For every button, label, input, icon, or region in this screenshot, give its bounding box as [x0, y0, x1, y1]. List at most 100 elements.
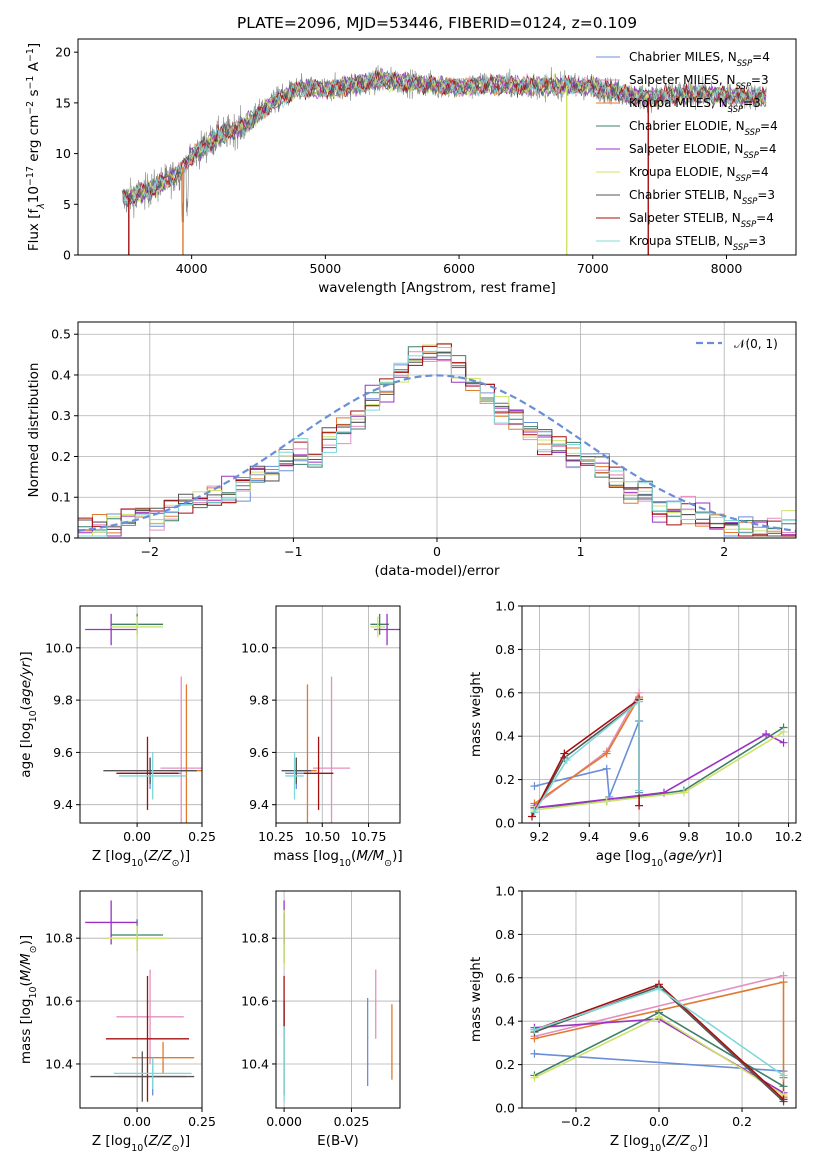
axes-frame	[275, 890, 401, 1109]
legend-label-part: Kroupa ELODIE,	[629, 165, 727, 179]
x-axis-label-part: Z [	[92, 848, 111, 864]
weight-point-marker	[779, 727, 788, 736]
legend-label-part: Chabrier ELODIE,	[629, 119, 736, 133]
age-vs-mass-panel: 10.25 10.50 10.75 9.4 9.6 9.8 10.0 mass [log10(…	[241, 605, 403, 869]
y-tick-label: 0.5	[51, 327, 71, 342]
x-axis-label-part: )	[712, 848, 717, 864]
x-axis-label-part: ⊙	[690, 1143, 698, 1154]
y-tick-label: 1.0	[495, 884, 515, 899]
x-axis-label-part: Z [	[610, 1133, 629, 1149]
spectrum-plot-area	[121, 65, 767, 255]
age-vs-z-panel: 0.00 0.259.49.69.810.0Z [log10(Z/Z⊙)]age …	[18, 605, 216, 869]
x-axis-label-part: Z/Z	[148, 848, 173, 864]
y-tick-label: 0.8	[495, 927, 515, 942]
x-axis-label-part: Z [	[92, 1133, 111, 1149]
weight-series-line	[533, 700, 640, 813]
y-axis-label-part: )	[18, 657, 34, 662]
weight-point-marker	[602, 749, 611, 758]
legend-label: Chabrier MILES, NSSP=4	[629, 50, 770, 68]
weight-vs-z-plot-area	[530, 971, 788, 1106]
x-tick-label: 6000	[443, 261, 475, 276]
y-axis-label: age [log10(age/yr)]	[18, 651, 39, 777]
y-tick-label: 10.0	[45, 640, 73, 655]
x-tick-label: 10.25	[258, 829, 294, 844]
y-axis-label-part: age [	[18, 743, 34, 778]
x-axis-label: Z [log10(Z/Z⊙)]	[92, 1133, 190, 1154]
age-vs-z-plot-area	[85, 613, 202, 823]
y-tick-label: 10.8	[45, 931, 73, 946]
weight-series-line	[534, 726, 784, 809]
y-tick-label: 10.6	[45, 994, 73, 1009]
legend-label-part: Chabrier MILES,	[629, 50, 728, 64]
x-tick-label: 5000	[309, 261, 341, 276]
y-axis-label-part: mass [	[18, 1019, 34, 1064]
y-tick-label: 0.4	[495, 729, 515, 744]
legend-label: Kroupa ELODIE, NSSP=4	[629, 165, 769, 183]
chart-title-part: PLATE=2096, MJD=53446, FIBERID=0124, z=0…	[237, 14, 637, 32]
weight-point-marker	[602, 797, 611, 806]
weight-point-marker	[779, 1071, 788, 1080]
x-tick-label: 10.75	[351, 829, 387, 844]
y-tick-label: 10.0	[241, 640, 269, 655]
y-axis-label-part: −1	[25, 48, 36, 62]
legend-label-part: Salpeter ELODIE,	[629, 142, 734, 156]
x-axis-label-part: 10	[651, 858, 663, 869]
y-tick-label: 0.6	[495, 685, 515, 700]
y-axis-label-part: mass weight	[468, 672, 484, 757]
x-tick-label: −0.2	[561, 1114, 591, 1129]
y-axis-label-part: −1	[25, 76, 36, 90]
weight-point-marker	[635, 801, 644, 810]
y-tick-label: 0.4	[495, 1014, 515, 1029]
legend-label-part: Chabrier STELIB,	[629, 188, 733, 202]
x-axis-label: E(B-V)	[317, 1133, 359, 1149]
legend-label-part: =3	[743, 96, 761, 110]
x-tick-label: 9.8	[679, 829, 699, 844]
y-axis-label-part: (	[18, 981, 34, 986]
y-axis-label-part: age/yr	[18, 660, 34, 705]
x-axis-label-part: (	[661, 1133, 666, 1149]
weight-point-marker	[779, 978, 788, 987]
weight-point-marker	[779, 738, 788, 747]
y-axis-label-part: log	[18, 998, 34, 1019]
legend-label-part: =3	[751, 73, 769, 87]
y-axis-label-part: −17	[25, 166, 36, 186]
x-axis-label-part: wavelength [Angstrom, rest frame]	[318, 280, 556, 296]
legend-label-part: N	[719, 96, 728, 110]
y-axis-label: Normed distribution	[26, 363, 42, 498]
x-axis-label-part: ⊙	[172, 1143, 180, 1154]
legend-label-part: SSP	[737, 58, 753, 68]
y-tick-label: 0.1	[51, 490, 71, 505]
y-axis-label-part: ]	[18, 935, 34, 940]
x-tick-label: 0.000	[266, 1114, 302, 1129]
weight-point-marker	[762, 730, 771, 739]
axes-frame	[521, 890, 797, 1109]
legend-label-part: SSP	[733, 242, 749, 252]
x-axis-label-part: Z/Z	[148, 1133, 173, 1149]
x-tick-label: 0.2	[732, 1114, 752, 1129]
model-spectrum-line	[123, 70, 767, 206]
x-axis-label-part: ]	[703, 1133, 708, 1149]
axes-frame	[77, 38, 797, 256]
legend-label-part: Kroupa STELIB,	[629, 234, 724, 248]
x-tick-label: 0.00	[123, 829, 151, 844]
weight-point-marker	[530, 782, 539, 791]
model-spectrum-line	[123, 70, 767, 205]
y-tick-label: 10	[55, 146, 71, 161]
weight-point-marker	[530, 1073, 539, 1082]
mass-vs-ebv-panel: 0.000 0.025 10.4 10.6 10.8 E(B-V)	[241, 890, 401, 1149]
residual-histogram-line	[78, 343, 796, 537]
x-axis-label-part: ]	[185, 848, 190, 864]
axes-frame	[79, 605, 203, 824]
weight-point-marker	[530, 1049, 539, 1058]
spectrum-panel: PLATE=2096, MJD=53446, FIBERID=0124, z=0…	[25, 14, 797, 296]
y-tick-label: 0.2	[51, 449, 71, 464]
weight-series-line	[534, 733, 784, 809]
legend-label-part: =4	[751, 165, 769, 179]
y-tick-label: 0.3	[51, 408, 71, 423]
mass-vs-ebv-plot-area	[283, 900, 393, 1102]
y-axis-label: mass [log10(M/M⊙)]	[18, 935, 39, 1064]
x-axis-label-part: mass [	[273, 848, 318, 864]
weight-series-line	[534, 731, 784, 811]
age-vs-mass-plot-area	[281, 613, 400, 823]
